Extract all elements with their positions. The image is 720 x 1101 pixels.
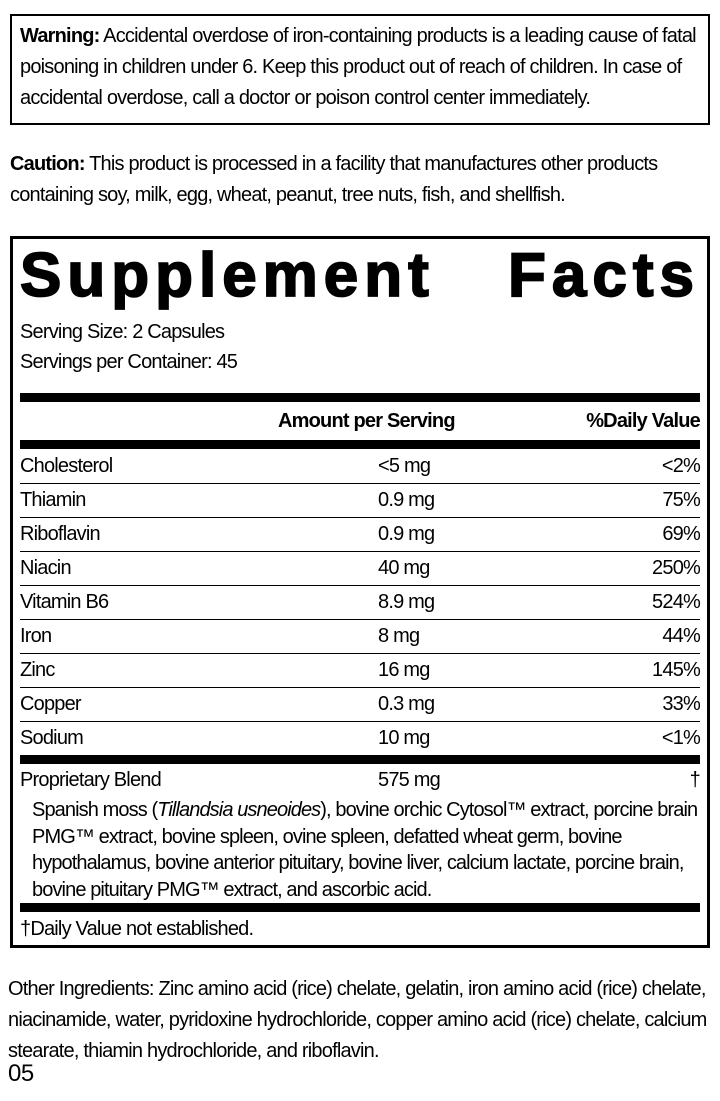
panel-title-word-2: Facts [507, 241, 700, 310]
nutrient-name: Thiamin [20, 489, 86, 511]
nutrient-amount: 0.9 mg [378, 489, 435, 511]
nutrient-amount: 40 mg [378, 557, 430, 579]
panel-title: Supplement Facts [19, 241, 700, 310]
nutrient-name: Cholesterol [20, 454, 113, 477]
caution-paragraph: Caution: This product is processed in a … [10, 149, 714, 211]
nutrient-row-copper: Copper 0.3 mg 33% [20, 687, 701, 721]
nutrient-amount: 8 mg [378, 625, 420, 647]
proprietary-blend-row: Proprietary Blend 575 mg † [20, 764, 701, 797]
nutrient-daily-value: 44% [662, 625, 700, 647]
blend-amount: 575 mg [378, 769, 441, 791]
warning-label: Warning: [20, 25, 100, 47]
blend-description: Spanish moss (Tillandsia usneoides), bov… [32, 799, 698, 901]
nutrient-name: Vitamin B6 [20, 591, 109, 613]
nutrient-amount: <5 mg [378, 454, 431, 477]
nutrient-amount: 0.9 mg [378, 523, 435, 545]
nutrient-amount: 0.3 mg [378, 693, 435, 715]
nutrient-row-iron: Iron 8 mg 44% [20, 619, 701, 653]
nutrient-rows: Cholesterol <5 mg <2% Thiamin 0.9 mg 75%… [20, 449, 701, 755]
blend-dagger: † [689, 769, 701, 791]
caution-label: Caution: [10, 153, 85, 175]
servings-per-container: Servings per Container: 45 [20, 351, 238, 373]
column-header-daily-value: %Daily Value [586, 409, 701, 432]
daily-value-footnote: †Daily Value not established. [20, 918, 254, 940]
nutrient-name: Sodium [20, 727, 84, 749]
blend-name: Proprietary Blend [20, 769, 162, 791]
nutrient-daily-value: 69% [662, 523, 700, 545]
other-ingredients-text: Zinc amino acid (rice) chelate, gelatin,… [8, 978, 707, 1062]
nutrient-daily-value: 33% [662, 693, 700, 715]
nutrient-row-vitamin-b6: Vitamin B6 8.9 mg 524% [20, 585, 701, 619]
caution-text: This product is processed in a facility … [10, 153, 658, 206]
divider-thick-top [20, 393, 700, 402]
nutrient-row-cholesterol: Cholesterol <5 mg <2% [20, 449, 701, 483]
other-ingredients-label: Other Ingredients: [8, 978, 155, 1000]
nutrient-row-riboflavin: Riboflavin 0.9 mg 69% [20, 517, 701, 551]
nutrient-daily-value: 524% [652, 591, 701, 613]
divider-thick-blend [20, 755, 700, 764]
warning-text: Accidental overdose of iron-containing p… [20, 25, 697, 109]
supplement-facts-panel: Supplement Facts Serving Size: 2 Capsule… [10, 236, 710, 948]
serving-info: Serving Size: 2 Capsules Servings per Co… [20, 317, 700, 377]
nutrient-row-sodium: Sodium 10 mg <1% [20, 721, 701, 755]
nutrient-daily-value: 75% [662, 489, 700, 511]
divider-thick-header [20, 440, 700, 449]
nutrient-name: Copper [20, 693, 82, 715]
nutrient-daily-value: 145% [652, 659, 701, 681]
serving-size: Serving Size: 2 Capsules [20, 321, 225, 343]
nutrient-row-niacin: Niacin 40 mg 250% [20, 551, 701, 585]
nutrient-amount: 10 mg [378, 727, 430, 749]
divider-thick-footnote [20, 903, 700, 912]
panel-title-word-1: Supplement [19, 241, 435, 310]
warning-box: Warning: Accidental overdose of iron-con… [10, 14, 710, 125]
nutrient-daily-value: 250% [652, 557, 701, 579]
other-ingredients-paragraph: Other Ingredients: Zinc amino acid (rice… [8, 974, 714, 1067]
nutrient-amount: 8.9 mg [378, 591, 435, 613]
nutrient-name: Iron [20, 625, 52, 647]
nutrient-name: Zinc [20, 659, 55, 681]
column-header-amount: Amount per Serving [278, 409, 456, 432]
column-header-row: Amount per Serving %Daily Value [20, 402, 701, 440]
nutrient-daily-value: <1% [661, 727, 701, 749]
nutrient-row-zinc: Zinc 16 mg 145% [20, 653, 701, 687]
nutrient-daily-value: <2% [661, 454, 701, 477]
nutrient-name: Riboflavin [20, 523, 101, 545]
nutrient-name: Niacin [20, 557, 72, 579]
nutrient-amount: 16 mg [378, 659, 430, 681]
page-code: 05 [8, 1060, 34, 1087]
nutrient-row-thiamin: Thiamin 0.9 mg 75% [20, 483, 701, 517]
